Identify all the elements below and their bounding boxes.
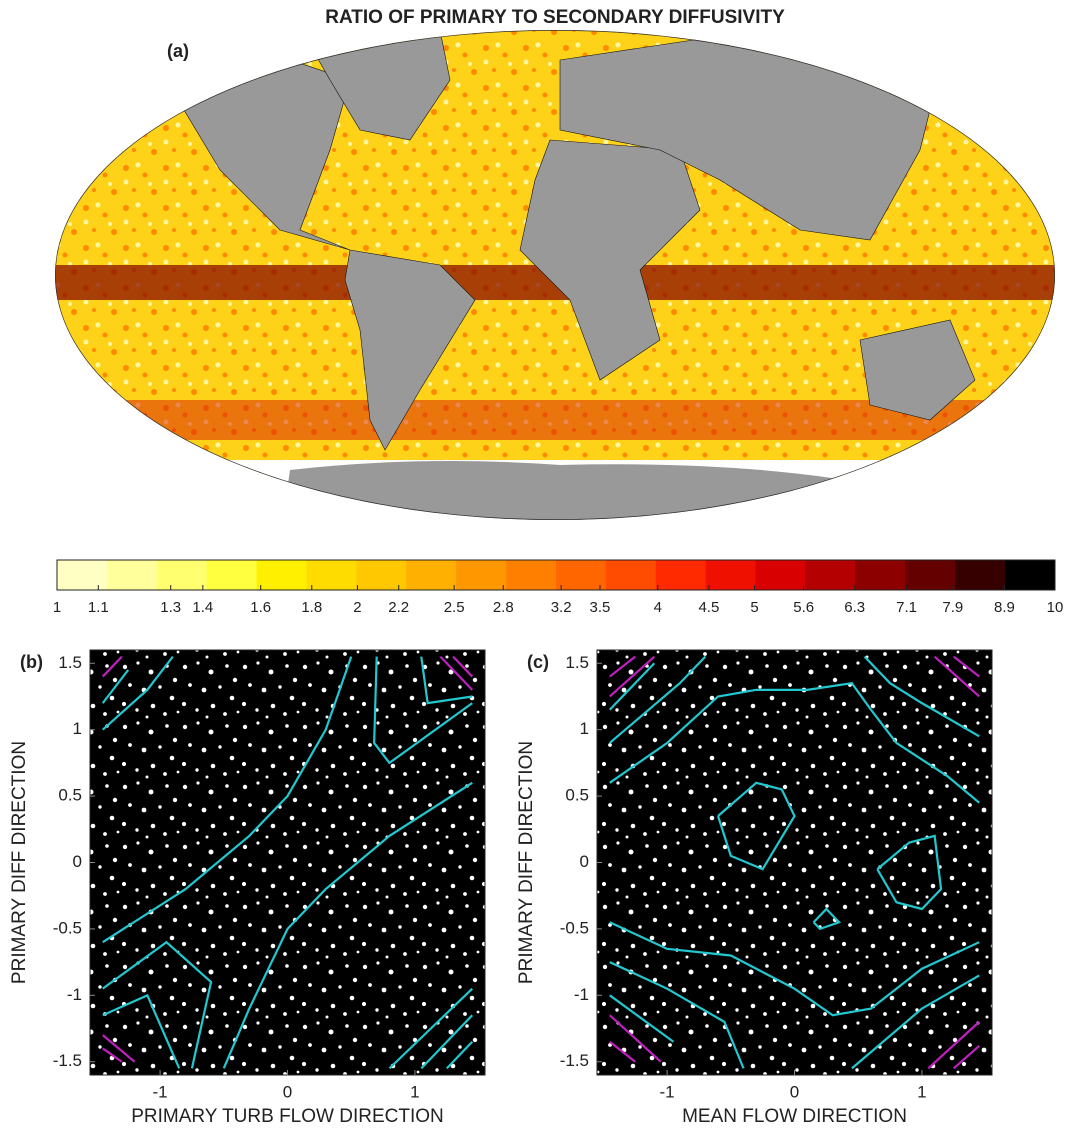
colorbar-tick-label: 5 [750, 599, 758, 616]
colorbar-swatch [257, 560, 307, 590]
colorbar-tick-label: 1 [53, 599, 61, 616]
colorbar-swatch [307, 560, 357, 590]
y-tick-label: 1.5 [565, 653, 589, 672]
colorbar-tick-label: 4 [654, 599, 662, 616]
y-tick-label: 0.5 [58, 786, 82, 805]
x-tick-label: -1 [153, 1082, 168, 1101]
x-tick-label: -1 [660, 1082, 675, 1101]
y-tick-label: -0.5 [560, 918, 589, 937]
colorbar-swatch [706, 560, 756, 590]
colorbar-swatch [1005, 560, 1055, 590]
colorbar-swatch [855, 560, 905, 590]
y-tick-label: 0 [73, 852, 82, 871]
colorbar-tick-label: 2.8 [493, 599, 514, 616]
colorbar: 1 1.1 1.3 1.4 1.6 1.8 2 2.2 2.5 2.8 3.2 3.5 4 4.5 5 5.6… [53, 560, 1064, 616]
map [50, 25, 1060, 540]
colorbar-tick-label: 2 [353, 599, 361, 616]
y-axis-label: PRIMARY DIFF DIRECTION [516, 741, 537, 984]
y-tick-label: -1 [574, 985, 589, 1004]
colorbar-tick-label: 1.6 [250, 599, 271, 616]
y-axis-label: PRIMARY DIFF DIRECTION [9, 741, 30, 984]
panel-label: (c) [527, 652, 549, 672]
colorbar-tick-label: 10 [1047, 599, 1064, 616]
colorbar-tick-label: 2.5 [444, 599, 465, 616]
y-tick-label: 1 [73, 719, 82, 738]
colorbar-swatch [556, 560, 606, 590]
colorbar-tick-label: 7.9 [942, 599, 963, 616]
y-tick-label: 1.5 [58, 653, 82, 672]
panel-b: -1 0 1 -1.5 -1 -0.5 0 0.5 1 1.5 PRIMARY TURB FLOW … [9, 650, 485, 1127]
x-tick-label: 0 [790, 1082, 799, 1101]
colorbar-swatch [506, 560, 556, 590]
colorbar-swatch [756, 560, 806, 590]
colorbar-swatch [356, 560, 406, 590]
scatter-cloud [90, 650, 485, 1075]
colorbar-tick-label: 1.4 [192, 599, 213, 616]
y-tick-label: -0.5 [53, 918, 82, 937]
colorbar-tick-label: 3.5 [590, 599, 611, 616]
colorbar-swatch [157, 560, 207, 590]
colorbar-swatch [207, 560, 257, 590]
colorbar-swatch [656, 560, 706, 590]
colorbar-tick-label: 1.8 [301, 599, 322, 616]
scatter-cloud [597, 650, 992, 1075]
colorbar-swatch [107, 560, 157, 590]
y-tick-label: 1 [580, 719, 589, 738]
colorbar-swatch [456, 560, 506, 590]
x-tick-label: 1 [917, 1082, 926, 1101]
y-tick-label: 0 [580, 852, 589, 871]
figure: RATIO OF PRIMARY TO SECONDARY DIFFUSIVIT… [0, 0, 1071, 1135]
x-tick-label: 0 [283, 1082, 292, 1101]
panel-label: (a) [167, 41, 189, 61]
colorbar-tick-label: 7.1 [896, 599, 917, 616]
x-tick-label: 1 [410, 1082, 419, 1101]
colorbar-swatch [806, 560, 856, 590]
colorbar-tick-label: 1.1 [88, 599, 109, 616]
y-tick-label: -1.5 [560, 1051, 589, 1070]
colorbar-swatch [57, 560, 107, 590]
colorbar-tick-label: 8.9 [994, 599, 1015, 616]
y-tick-label: -1.5 [53, 1051, 82, 1070]
colorbar-tick-label: 3.2 [551, 599, 572, 616]
colorbar-swatch [606, 560, 656, 590]
x-axis-label: MEAN FLOW DIRECTION [682, 1106, 907, 1127]
colorbar-tick-label: 1.3 [160, 599, 181, 616]
x-axis-label: PRIMARY TURB FLOW DIRECTION [131, 1106, 443, 1127]
colorbar-swatch [955, 560, 1005, 590]
chart-title: RATIO OF PRIMARY TO SECONDARY DIFFUSIVIT… [325, 7, 785, 28]
colorbar-tick-label: 4.5 [698, 599, 719, 616]
colorbar-tick-label: 2.2 [388, 599, 409, 616]
y-tick-label: 0.5 [565, 786, 589, 805]
panel-label: (b) [20, 652, 43, 672]
y-tick-label: -1 [67, 985, 82, 1004]
panel-c: -1 0 1 -1.5 -1 -0.5 0 0.5 1 1.5 MEAN FLOW DIRECTIO… [516, 650, 992, 1127]
colorbar-swatch [406, 560, 456, 590]
colorbar-tick-label: 5.6 [793, 599, 814, 616]
page: RATIO OF PRIMARY TO SECONDARY DIFFUSIVIT… [0, 0, 1071, 1135]
colorbar-tick-label: 6.3 [844, 599, 865, 616]
colorbar-swatch [905, 560, 955, 590]
